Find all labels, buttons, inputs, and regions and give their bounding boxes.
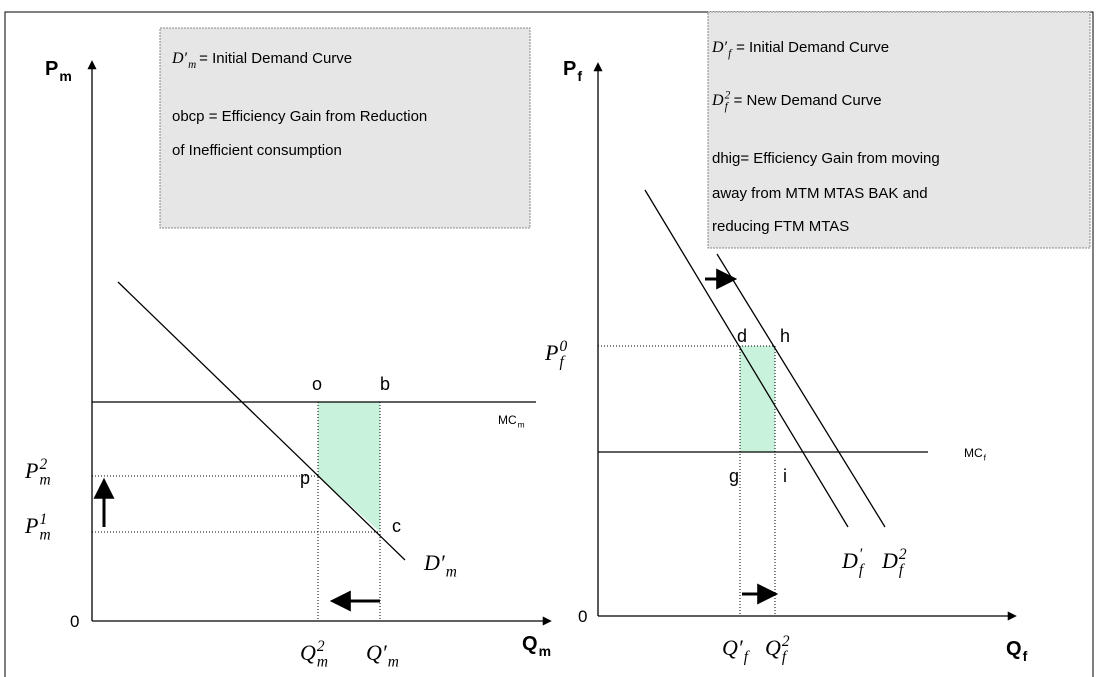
- label-sup: 2: [725, 89, 731, 101]
- label-base: D: [711, 92, 724, 109]
- label-sub: m: [446, 564, 457, 581]
- label-sub: f: [984, 453, 987, 463]
- label-base: D′: [171, 50, 188, 67]
- label-base: Q: [522, 633, 538, 655]
- label-sup: 2: [899, 546, 907, 563]
- label-sub: f: [577, 68, 582, 84]
- label-base: P: [24, 513, 38, 538]
- label-sub: m: [317, 654, 328, 671]
- label-sub: m: [388, 654, 399, 671]
- label-sub: f: [782, 649, 789, 666]
- label-base: Q: [300, 640, 316, 665]
- label-base: P: [563, 58, 576, 80]
- point-label: i: [783, 466, 787, 486]
- legend-box: [159, 27, 531, 229]
- label-sub: m: [59, 68, 71, 84]
- math-label: Q′ m: [366, 640, 399, 671]
- label-sub: m: [39, 527, 50, 544]
- math-label: MC m: [498, 413, 525, 430]
- legend-box: [707, 11, 1091, 249]
- math-label: D′ m: [171, 50, 196, 71]
- label-sub: m: [39, 472, 50, 489]
- label-sub: f: [744, 649, 751, 666]
- shaded-area: [318, 402, 380, 532]
- label-base: Q: [1006, 638, 1022, 660]
- label-sup: 2: [782, 633, 790, 650]
- legend-text: = Initial Demand Curve: [736, 39, 889, 56]
- legend-text: of Inefficient consumption: [172, 142, 342, 159]
- label-sub: f: [859, 562, 866, 579]
- label-sub: f: [728, 48, 733, 60]
- legend-text: dhig= Efficiency Gain from moving: [712, 150, 940, 167]
- label-base: D′: [423, 550, 446, 575]
- label-base: P: [45, 58, 58, 80]
- origin-label: 0: [578, 607, 587, 626]
- label-base: P: [544, 340, 558, 365]
- math-label: D′ m: [423, 550, 457, 581]
- point-label: h: [780, 326, 790, 346]
- label-sup: ′: [859, 546, 863, 563]
- point-label: d: [737, 326, 747, 346]
- legend-text: reducing FTM MTAS: [712, 218, 849, 235]
- label-sub: m: [539, 643, 551, 659]
- label-base: D: [881, 548, 898, 573]
- point-label: p: [300, 468, 310, 488]
- demand-line: [117, 281, 406, 561]
- legend-text: = Initial Demand Curve: [199, 50, 352, 67]
- math-label: Q′ f: [722, 635, 751, 666]
- point-label: b: [380, 374, 390, 394]
- point-label: c: [392, 516, 401, 536]
- origin-label: 0: [70, 612, 79, 631]
- label-sub: m: [518, 420, 525, 430]
- frame: [4, 11, 1094, 677]
- demand-line: [716, 253, 886, 528]
- label-sub: f: [559, 354, 566, 371]
- label-sub: f: [725, 101, 730, 113]
- legend-text: = New Demand Curve: [734, 92, 882, 109]
- label-sub: m: [188, 59, 196, 71]
- label-sup: 2: [39, 456, 47, 473]
- label-base: D′: [711, 39, 728, 56]
- demand-line: [644, 189, 849, 528]
- label-base: Q′: [722, 635, 744, 660]
- math-label: MC f: [964, 446, 987, 463]
- label-base: Q: [765, 635, 781, 660]
- point-label: g: [729, 466, 739, 486]
- label-base: Q′: [366, 640, 388, 665]
- math-label: D′ f: [711, 39, 733, 60]
- label-sup: 2: [317, 638, 325, 655]
- legend-text: obcp = Efficiency Gain from Reduction: [172, 108, 427, 125]
- label-sup: 0: [559, 338, 567, 355]
- label-base: MC: [498, 413, 517, 427]
- label-base: MC: [964, 446, 983, 460]
- point-label: o: [312, 374, 322, 394]
- label-sub: f: [899, 562, 906, 579]
- legend-text: away from MTM MTAS BAK and: [712, 185, 928, 202]
- label-base: D: [841, 548, 858, 573]
- label-sub: f: [1023, 648, 1028, 664]
- shaded-area: [740, 346, 775, 452]
- label-sup: 1: [39, 511, 47, 528]
- label-base: P: [24, 458, 38, 483]
